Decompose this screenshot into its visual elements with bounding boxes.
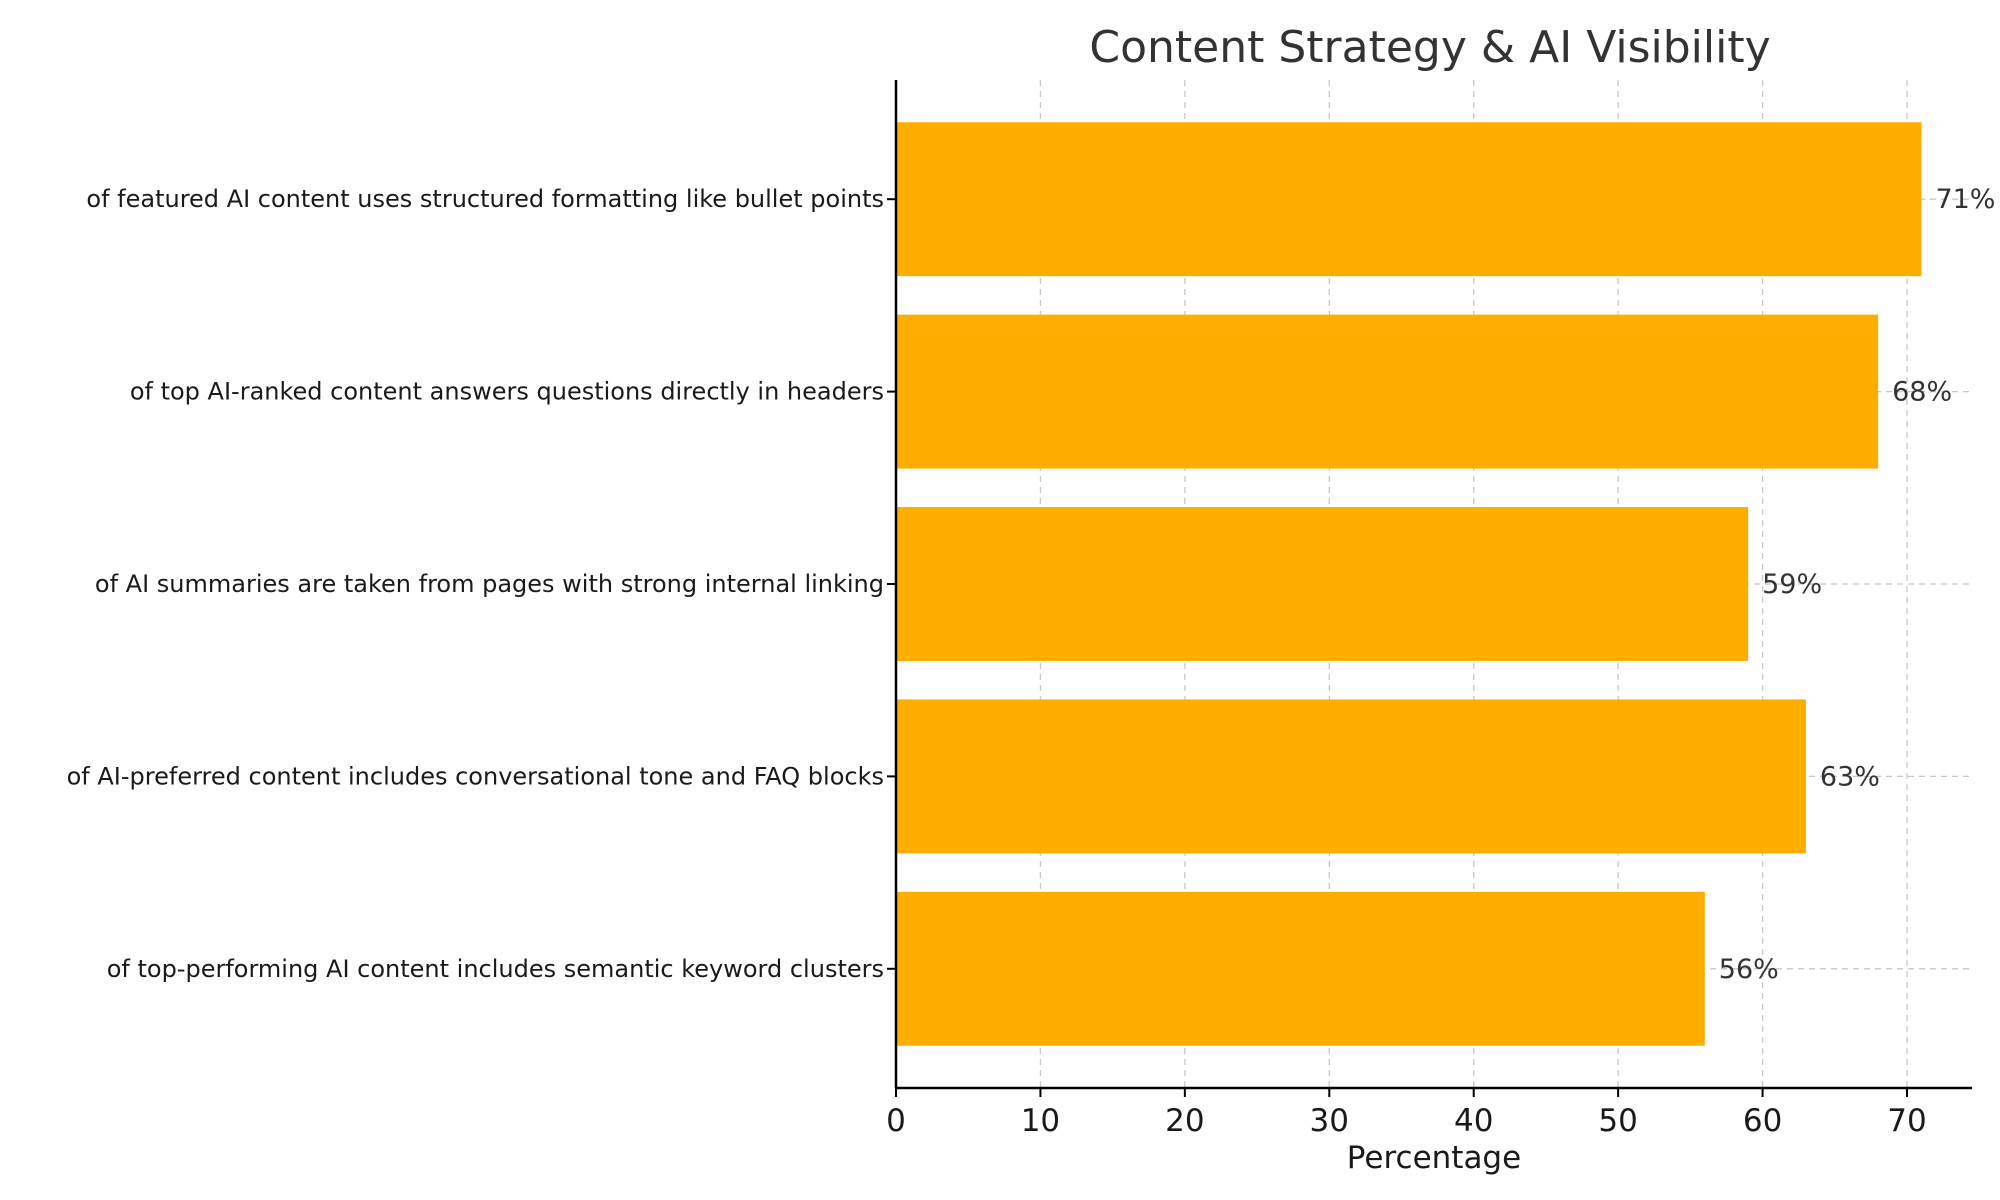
x-tick-label: 30 bbox=[1310, 1103, 1349, 1139]
bar bbox=[896, 699, 1806, 854]
x-tick-label: 70 bbox=[1887, 1103, 1926, 1139]
bar-value-label: 63% bbox=[1820, 761, 1880, 792]
x-tick-label: 20 bbox=[1165, 1103, 1204, 1139]
bar-value-label: 68% bbox=[1892, 377, 1952, 408]
category-label: of top AI-ranked content answers questio… bbox=[130, 378, 884, 406]
bar-value-label: 56% bbox=[1719, 954, 1779, 985]
bar bbox=[896, 891, 1705, 1046]
category-label: of AI summaries are taken from pages wit… bbox=[95, 570, 884, 598]
category-label: of top-performing AI content includes se… bbox=[107, 955, 884, 983]
bar-value-label: 59% bbox=[1762, 569, 1822, 600]
bar bbox=[896, 314, 1879, 469]
x-axis-ticks: 0 10 20 30 40 50 60 70 bbox=[886, 1088, 1927, 1139]
chart-title: Content Strategy & AI Visibility bbox=[1089, 22, 1770, 73]
x-tick-label: 40 bbox=[1454, 1103, 1493, 1139]
category-label: of AI-preferred content includes convers… bbox=[67, 762, 884, 790]
x-tick-label: 60 bbox=[1743, 1103, 1782, 1139]
category-labels: of featured AI content uses structured f… bbox=[67, 185, 896, 983]
bar bbox=[896, 507, 1749, 661]
x-tick-label: 0 bbox=[886, 1103, 906, 1139]
bar-value-label: 71% bbox=[1935, 184, 1995, 215]
bar bbox=[896, 122, 1922, 277]
x-tick-label: 50 bbox=[1598, 1103, 1637, 1139]
x-tick-label: 10 bbox=[1021, 1103, 1060, 1139]
x-axis-title: Percentage bbox=[1347, 1140, 1521, 1176]
category-label: of featured AI content uses structured f… bbox=[86, 185, 884, 213]
bars bbox=[896, 122, 1922, 1046]
data-labels: 71% 68% 59% 63% 56% bbox=[1719, 184, 1996, 985]
